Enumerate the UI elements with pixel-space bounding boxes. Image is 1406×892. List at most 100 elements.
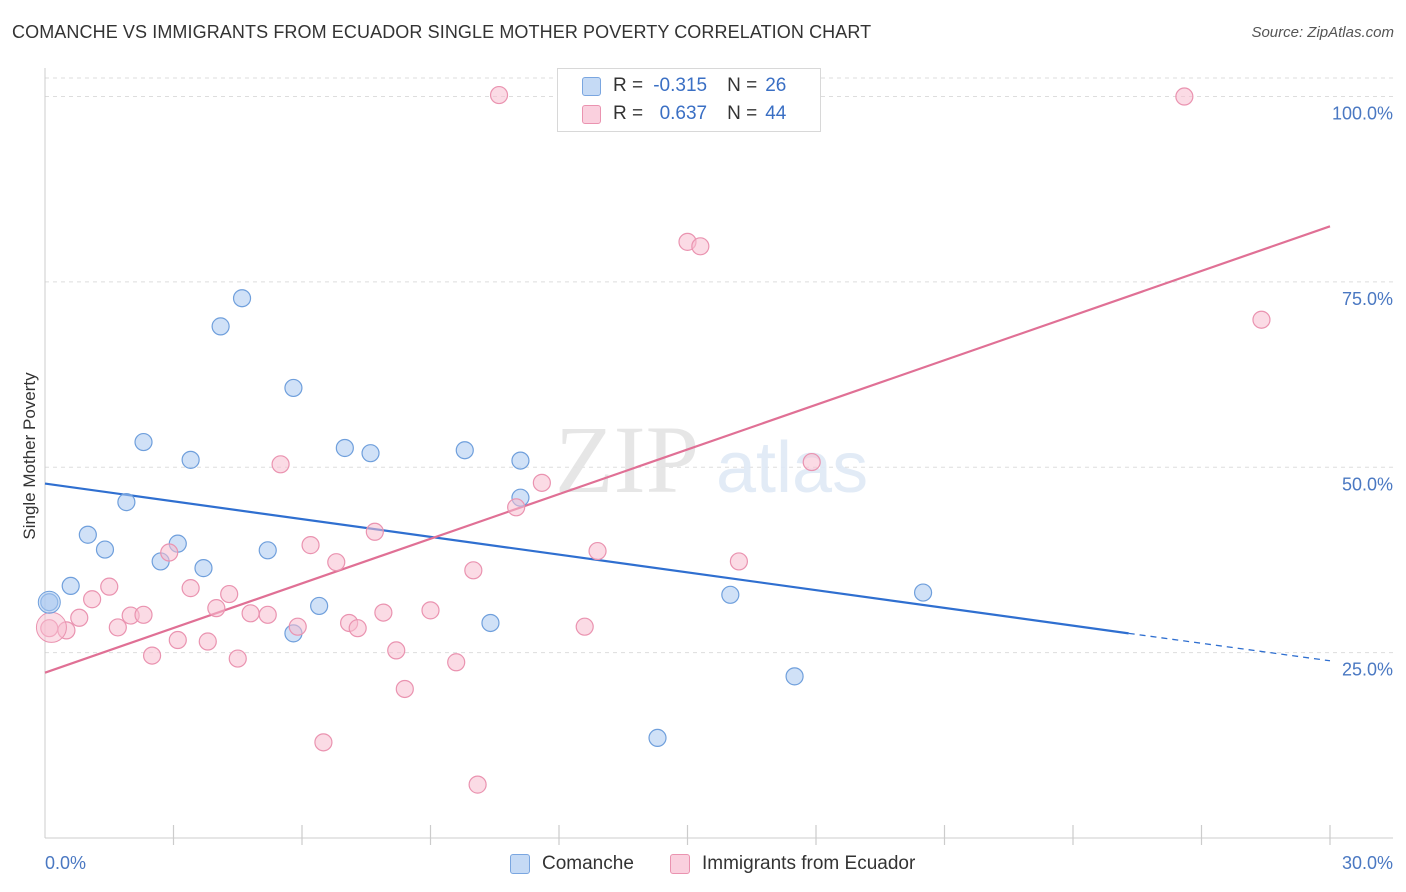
stats-n-value: 26 (765, 75, 787, 96)
ecuador-point (447, 653, 466, 672)
x-tick-label: 0.0% (45, 853, 86, 873)
y-tick-labels: 25.0% 50.0% 75.0% 100.0% (1332, 104, 1393, 680)
ecuador-point (365, 522, 384, 541)
ecuador-point (532, 473, 551, 492)
comanche-point (117, 493, 136, 512)
grid-layer (45, 77, 1393, 654)
y-tick-label: 25.0% (1342, 660, 1393, 680)
ecuador-point (228, 649, 247, 668)
ecuador-point (395, 679, 414, 699)
comanche-point (913, 583, 933, 602)
chart-source: Source: ZipAtlas.com (1251, 24, 1394, 41)
comanche-point (194, 559, 213, 578)
ecuador-point (301, 536, 320, 555)
comanche-point (455, 441, 474, 460)
stats-n-value: 44 (765, 103, 787, 124)
ecuador-point (258, 605, 277, 624)
trend-lines (44, 225, 1331, 674)
y-tick-label: 75.0% (1342, 289, 1393, 309)
stats-box: R = -0.315 N = 26 R = 0.637 N = 44 (557, 68, 821, 132)
ecuador-point (168, 630, 187, 650)
y-axis-label: Single Mother Poverty (20, 372, 39, 540)
comanche-point-large (37, 590, 61, 614)
ecuador-trend-line (44, 225, 1331, 674)
legend-label-comanche: Comanche (542, 853, 634, 874)
comanche-trend-line (44, 482, 1129, 635)
comanche-point (95, 540, 115, 559)
comanche-point (78, 525, 97, 544)
legend-item-comanche[interactable]: Comanche (510, 852, 634, 876)
ecuador-point (802, 452, 821, 472)
stats-r-value: -0.315 (653, 75, 708, 96)
ecuador-point (100, 577, 119, 596)
ecuador-point (160, 543, 179, 562)
y-tick-label: 50.0% (1342, 474, 1393, 494)
ecuador-point (729, 552, 749, 571)
ecuador-point (70, 608, 89, 627)
legend-swatch-ecuador (670, 854, 690, 874)
ecuador-point (387, 641, 406, 660)
ecuador-point (198, 632, 217, 651)
ecuador-point (134, 605, 153, 624)
ecuador-point (468, 775, 487, 794)
ecuador-point (588, 541, 607, 561)
ecuador-point (220, 584, 239, 604)
watermark-atlas: atlas (716, 428, 868, 508)
x-tick-labels: 0.0% 30.0% (45, 853, 1393, 873)
comanche-point (61, 576, 80, 596)
comanche-point (310, 596, 329, 616)
ecuador-point (108, 618, 127, 637)
stats-r-label: R = (613, 103, 644, 124)
ecuador-point-large (35, 611, 67, 643)
comanche-trend-extension (1128, 632, 1331, 662)
comanche-point (785, 667, 804, 686)
comanche-point (721, 585, 740, 604)
ecuador-point (83, 590, 102, 609)
ecuador-point (507, 498, 526, 517)
ecuador-point (348, 619, 367, 638)
ecuador-point (374, 603, 393, 622)
ecuador-point (691, 237, 710, 256)
stats-swatch-comanche (582, 76, 601, 96)
ecuador-point (241, 604, 260, 623)
ecuador-point (489, 85, 509, 105)
ecuador-point (1175, 87, 1194, 106)
ecuador-point (271, 455, 290, 474)
comanche-point (335, 438, 354, 458)
axis-layer (44, 68, 1393, 845)
ecuador-point (464, 561, 483, 580)
comanche-point (232, 289, 252, 308)
comanche-point (211, 317, 230, 336)
comanche-point (511, 451, 530, 470)
stats-r-value: 0.637 (659, 103, 708, 124)
stats-n-label: N = (727, 75, 758, 96)
ecuador-point (142, 646, 162, 665)
ecuador-point (575, 617, 594, 636)
legend-item-ecuador[interactable]: Immigrants from Ecuador (670, 852, 915, 876)
x-tick-label: 30.0% (1342, 853, 1393, 873)
chart-title: COMANCHE VS IMMIGRANTS FROM ECUADOR SING… (12, 22, 872, 42)
ecuador-point (421, 601, 440, 620)
comanche-point (361, 444, 380, 463)
ecuador-point (288, 617, 307, 636)
watermark: ZIP atlas (555, 406, 868, 513)
legend-label-ecuador: Immigrants from Ecuador (702, 853, 916, 874)
watermark-zip: ZIP (555, 406, 699, 513)
stats-row-ecuador: R = 0.637 N = 44 (582, 101, 786, 127)
ecuador-point (1252, 310, 1271, 329)
ecuador-point (314, 733, 333, 752)
y-tick-label: 100.0% (1332, 104, 1393, 124)
comanche-point (284, 378, 303, 398)
stats-n-label: N = (727, 103, 758, 124)
comanche-point (134, 432, 153, 452)
stats-r-label: R = (613, 75, 644, 96)
legend-swatch-comanche (510, 854, 530, 874)
comanche-point (481, 613, 500, 633)
stats-row-comanche: R = -0.315 N = 26 (582, 73, 786, 99)
comanche-point (258, 541, 277, 560)
data-points (35, 85, 1271, 794)
comanche-point (648, 728, 667, 748)
ecuador-point (181, 579, 200, 598)
ecuador-point (327, 553, 346, 572)
